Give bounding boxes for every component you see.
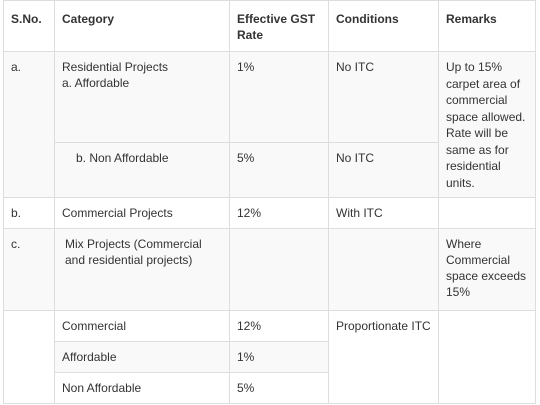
table-header-row: S.No. Category Effective GST Rate Condit… (3, 0, 536, 52)
cell-rate-commercial-projects: 12% (229, 197, 329, 229)
category-residential-projects: Residential Projects (62, 60, 169, 74)
cell-conditions-non-affordable: No ITC (328, 142, 439, 198)
cell-category-mix-affordable: Affordable (54, 341, 230, 373)
table-row-mix-projects: c. Mix Projects (Commercial and resident… (3, 228, 536, 311)
table-row-mix-affordable: Affordable 1% (4, 341, 536, 373)
cell-category-non-affordable: b. Non Affordable (54, 142, 230, 198)
cell-category-mix-projects: Mix Projects (Commercial and residential… (54, 228, 230, 311)
header-category: Category (54, 0, 230, 52)
cell-remarks-mix-sub (438, 310, 536, 404)
gst-rates-table: S.No. Category Effective GST Rate Condit… (3, 0, 536, 404)
table-row-mix-commercial: Commercial 12% Proportionate ITC (3, 310, 536, 404)
cell-category-commercial-projects: Commercial Projects (54, 197, 230, 229)
cell-sno-c: c. (3, 228, 55, 311)
cell-rate-mix-affordable: 1% (229, 341, 329, 373)
cell-rate-mix-projects (229, 228, 329, 311)
header-sno: S.No. (3, 0, 55, 52)
cell-rate-affordable: 1% (229, 51, 329, 143)
table-row-non-affordable: b. Non Affordable 5% No ITC (4, 142, 536, 198)
table-row-mix-non-affordable: Non Affordable 5% (4, 372, 536, 404)
cell-category-residential: Residential Projects a. Affordable (54, 51, 230, 143)
table-row-residential: a. Residential Projects a. Affordable 1%… (3, 51, 536, 198)
table-row-commercial-projects: b. Commercial Projects 12% With ITC (3, 197, 536, 229)
cell-rate-non-affordable: 5% (229, 142, 329, 198)
cell-category-mix-non-affordable: Non Affordable (54, 372, 230, 404)
cell-sno-a: a. (3, 51, 55, 198)
header-conditions: Conditions (328, 0, 439, 52)
header-effective-gst-rate: Effective GST Rate (229, 0, 329, 52)
cell-remarks-mix-projects: Where Commercial space exceeds 15% (438, 228, 536, 311)
cell-remarks-residential: Up to 15% carpet area of commercial spac… (438, 51, 536, 198)
cell-conditions-affordable: No ITC (328, 51, 439, 143)
cell-category-mix-commercial: Commercial (54, 310, 230, 342)
category-affordable: a. Affordable (62, 76, 130, 90)
cell-sno-b: b. (3, 197, 55, 229)
cell-conditions-mix-projects (328, 228, 439, 311)
cell-sno-mix-sub (3, 310, 55, 404)
cell-conditions-mix: Proportionate ITC (328, 310, 439, 404)
cell-rate-mix-non-affordable: 5% (229, 372, 329, 404)
cell-conditions-commercial-projects: With ITC (328, 197, 439, 229)
cell-rate-mix-commercial: 12% (229, 310, 329, 342)
cell-remarks-commercial-projects (438, 197, 536, 229)
header-remarks: Remarks (438, 0, 536, 52)
